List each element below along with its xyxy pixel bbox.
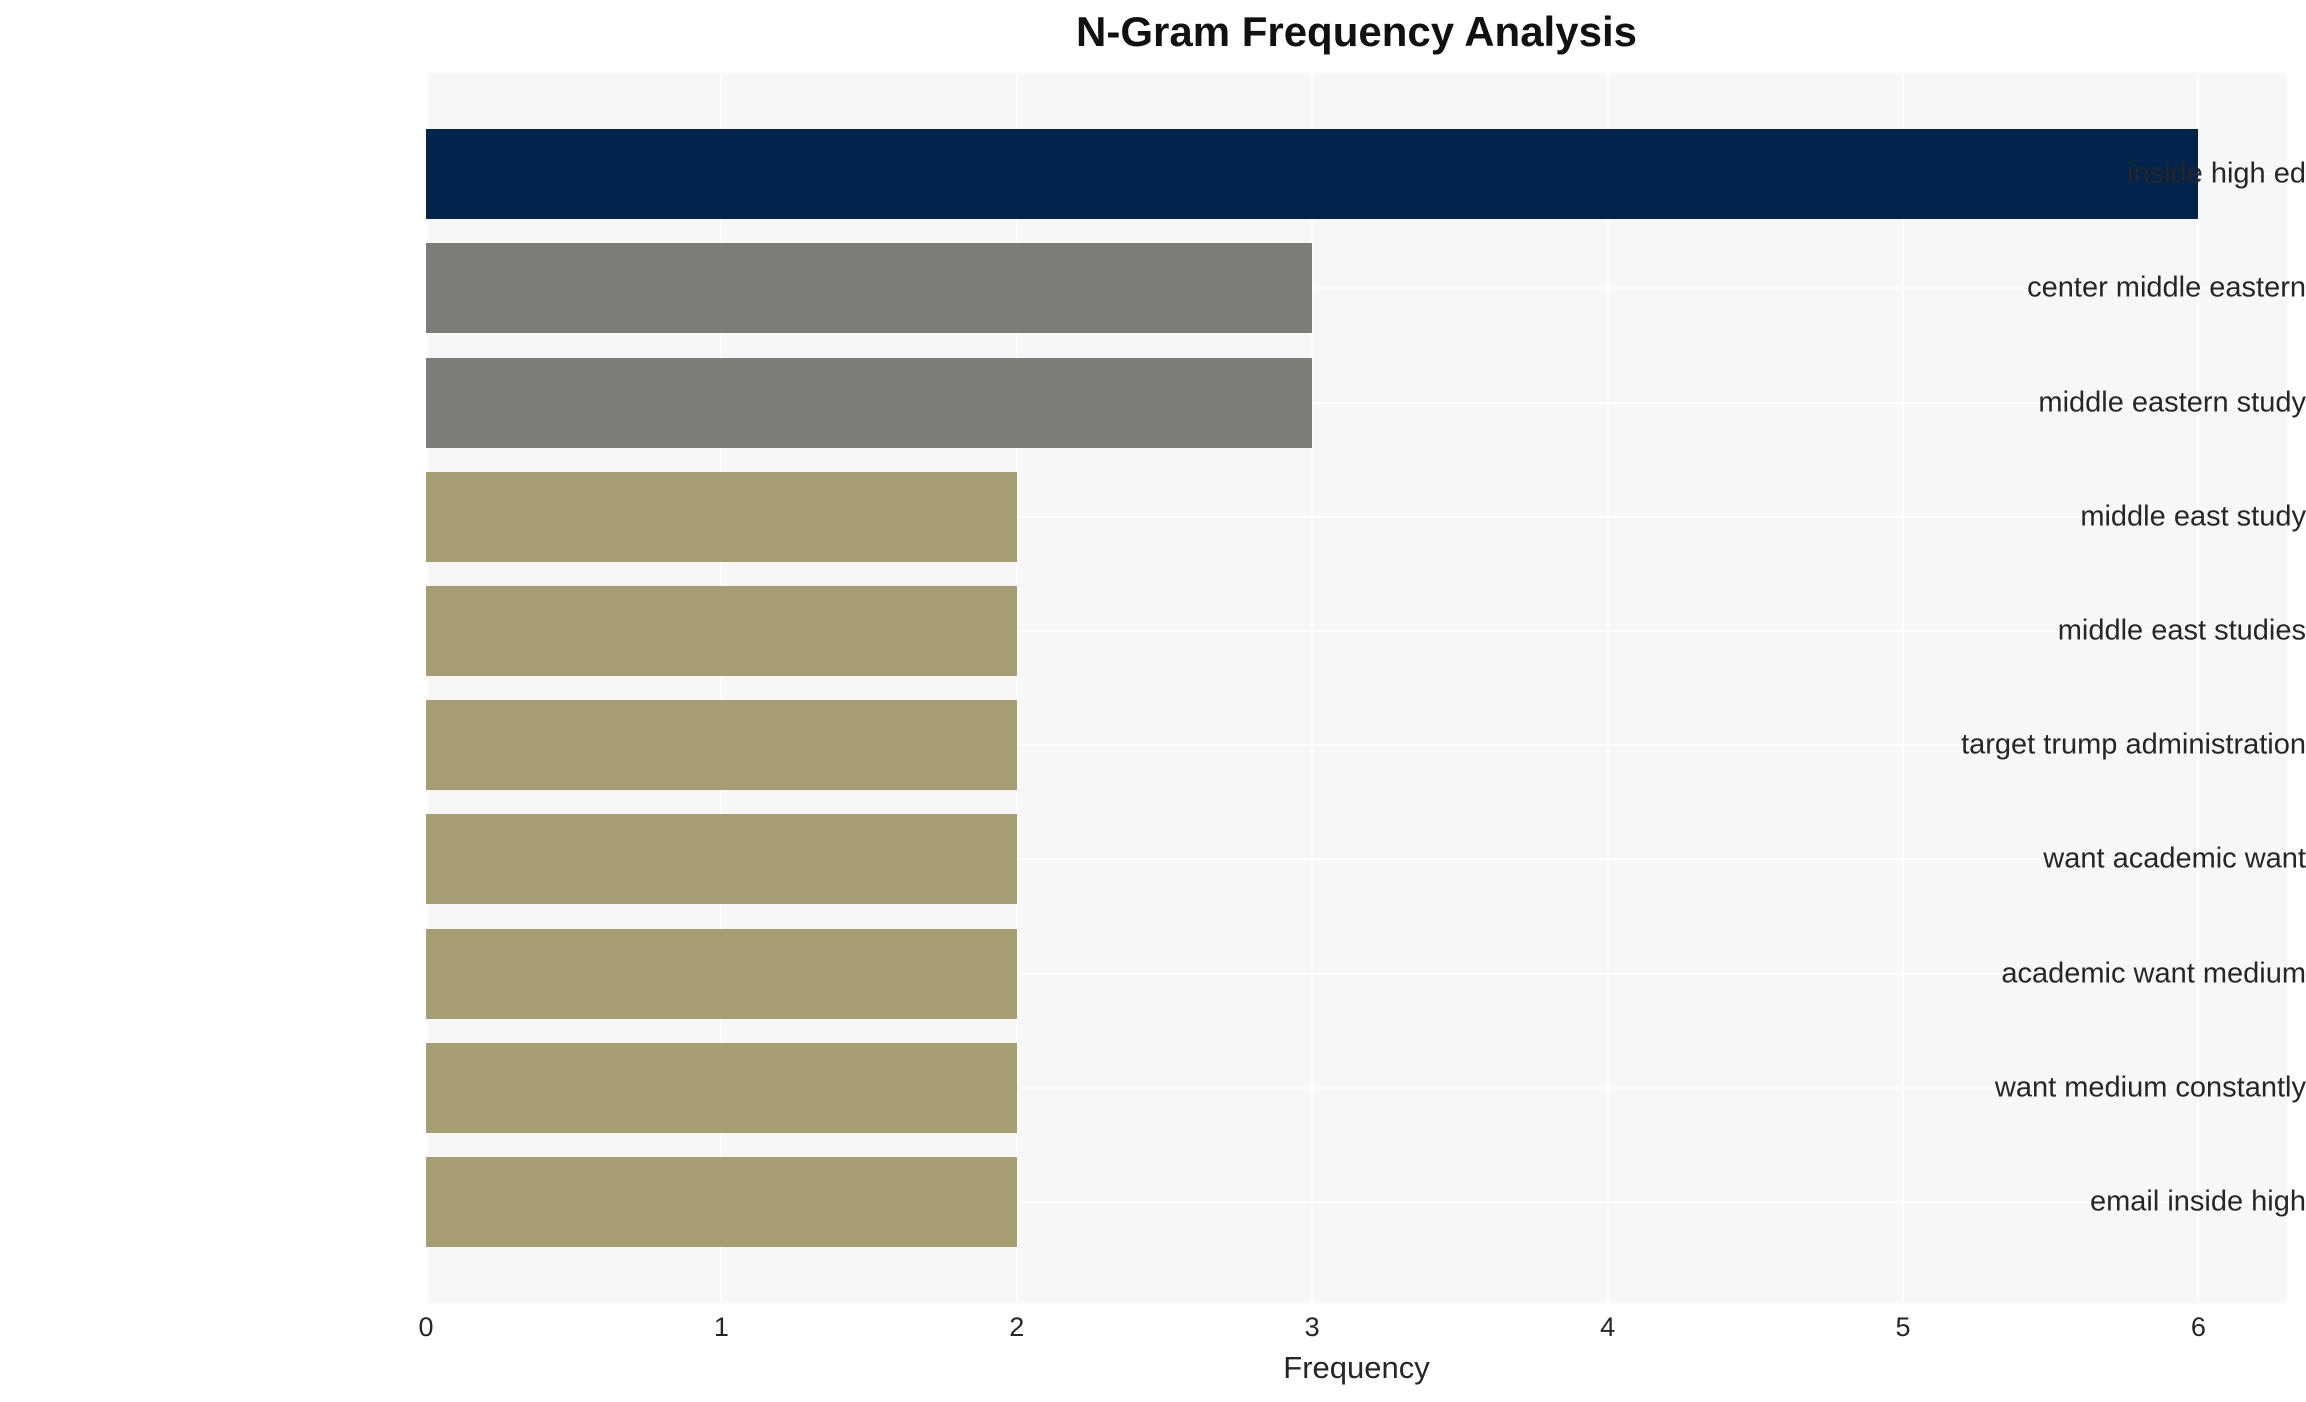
vertical-gridline: [720, 73, 723, 1303]
bar-inside-high-ed: [426, 129, 2199, 220]
horizontal-gridline: [426, 401, 2287, 404]
y-tick-label: inside high ed: [2127, 157, 2306, 190]
y-tick-label: want academic want: [2043, 842, 2306, 875]
vertical-gridline: [1015, 73, 1018, 1303]
horizontal-gridline: [426, 515, 2287, 518]
vertical-gridline: [426, 73, 428, 1303]
bar-email-inside-high: [426, 1156, 1017, 1247]
horizontal-gridline: [426, 1200, 2287, 1203]
bar-target-trump-administration: [426, 700, 1017, 791]
vertical-gridline: [2197, 73, 2200, 1303]
horizontal-gridline: [426, 629, 2287, 632]
bar-middle-east-studies: [426, 585, 1017, 676]
vertical-gridline: [1311, 73, 1314, 1303]
plot-area: [426, 73, 2287, 1303]
vertical-gridline: [1606, 73, 1609, 1303]
horizontal-gridline: [426, 1086, 2287, 1089]
y-tick-label: middle east study: [2080, 500, 2306, 533]
vertical-gridline: [1901, 73, 1904, 1303]
x-axis-title: Frequency: [1283, 1350, 1430, 1385]
y-tick-label: want medium constantly: [1994, 1071, 2306, 1104]
x-tick-label: 6: [2190, 1312, 2206, 1342]
bar-want-academic-want: [426, 814, 1017, 905]
y-tick-label: center middle eastern: [2027, 271, 2306, 304]
bar-middle-east-study: [426, 471, 1017, 562]
x-tick-label: 3: [1304, 1312, 1320, 1342]
bar-middle-eastern-study: [426, 357, 1313, 448]
bar-center-middle-eastern: [426, 243, 1313, 334]
horizontal-gridline: [426, 744, 2287, 747]
horizontal-gridline: [426, 858, 2287, 861]
bar-academic-want-medium: [426, 928, 1017, 1019]
y-tick-label: middle east studies: [2057, 614, 2306, 647]
y-tick-label: target trump administration: [1961, 728, 2306, 761]
y-tick-label: middle eastern study: [2038, 386, 2306, 418]
horizontal-gridline: [426, 287, 2287, 290]
horizontal-gridline: [426, 972, 2287, 975]
y-tick-label: academic want medium: [2001, 957, 2306, 989]
bar-want-medium-constantly: [426, 1042, 1017, 1133]
chart-title: N-Gram Frequency Analysis: [1076, 8, 1637, 55]
x-tick-label: 2: [1009, 1312, 1025, 1342]
x-tick-label: 1: [713, 1312, 729, 1342]
x-tick-label: 5: [1895, 1312, 1911, 1342]
x-tick-label: 4: [1600, 1312, 1616, 1342]
y-tick-label: email inside high: [2089, 1185, 2306, 1218]
x-tick-label: 0: [418, 1312, 434, 1342]
